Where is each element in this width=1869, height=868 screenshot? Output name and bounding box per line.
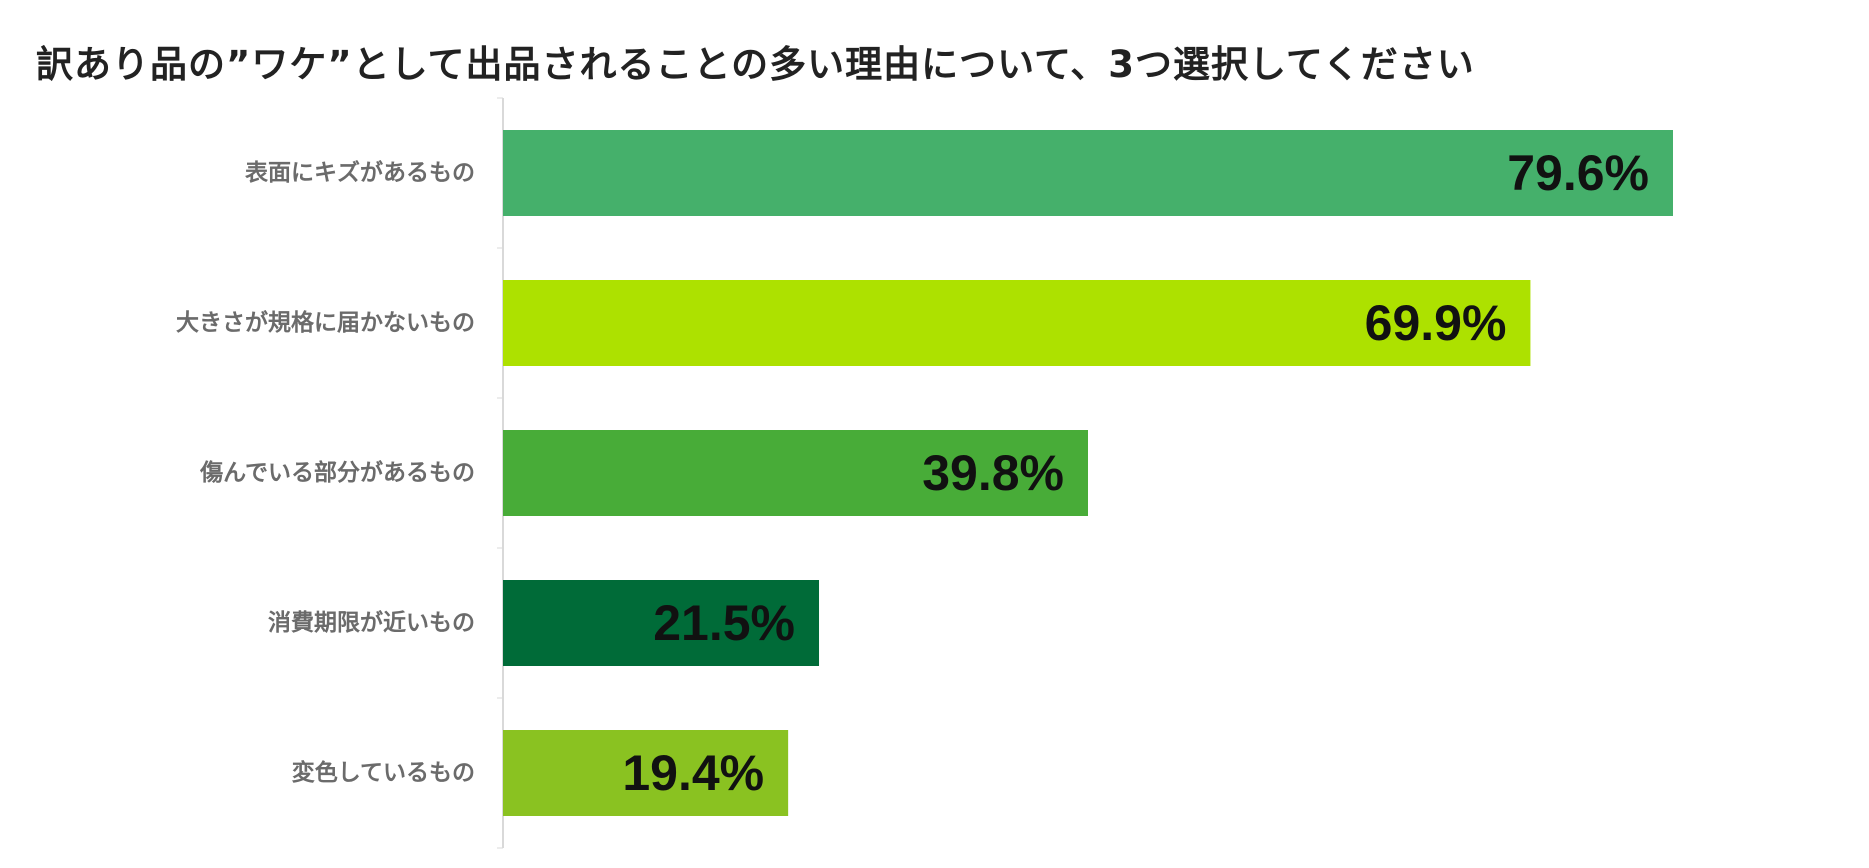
value-label: 39.8% [922, 445, 1064, 501]
category-labels: 表面にキズがあるもの大きさが規格に届かないもの傷んでいる部分があるもの消費期限が… [176, 159, 475, 786]
value-label: 79.6% [1507, 145, 1649, 201]
category-label: 表面にキズがあるもの [245, 159, 475, 186]
category-label: 傷んでいる部分があるもの [199, 459, 475, 486]
bar [503, 730, 789, 816]
y-axis-ticks [497, 97, 503, 849]
category-label: 大きさが規格に届かないもの [176, 309, 475, 336]
value-labels: 79.6% 69.9% 39.8% 21.5% 19.4% [622, 145, 1649, 801]
bar [503, 280, 1531, 366]
value-label: 21.5% [653, 595, 795, 651]
bar [503, 430, 1088, 516]
bar [503, 580, 820, 666]
value-label: 19.4% [622, 745, 764, 801]
chart-title: 訳あり品の”ワケ”として出品されることの多い理由について、3つ選択してください [36, 43, 1475, 86]
bars-group [503, 130, 1673, 816]
category-label: 消費期限が近いもの [268, 609, 475, 636]
value-label: 69.9% [1365, 295, 1507, 351]
bar [503, 130, 1673, 216]
category-label: 変色しているもの [292, 759, 475, 786]
